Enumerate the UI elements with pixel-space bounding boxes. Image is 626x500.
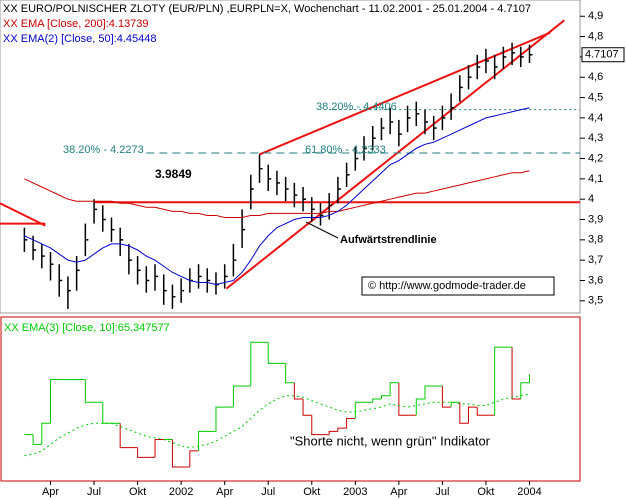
x-tick-label: Apr bbox=[390, 486, 407, 498]
indicator-step bbox=[511, 347, 521, 400]
indicator-step bbox=[198, 430, 208, 451]
trend-line bbox=[0, 202, 46, 227]
y-tick-label: 4,4 bbox=[588, 112, 603, 124]
annotation: Aufwärtstrendlinie bbox=[340, 234, 437, 246]
y-tick-label: 4,9 bbox=[588, 10, 603, 22]
indicator-step bbox=[346, 417, 356, 429]
annotation-arrow bbox=[305, 221, 339, 239]
indicator-step bbox=[293, 382, 304, 400]
y-tick-label: 3,9 bbox=[588, 213, 603, 225]
y-tick-label: 3,5 bbox=[588, 295, 603, 307]
annotation: 3.9849 bbox=[155, 167, 192, 181]
y-tick-label: 3,8 bbox=[588, 234, 603, 246]
x-tick-label: 2004 bbox=[517, 486, 541, 498]
x-tick-label: Apr bbox=[42, 486, 59, 498]
indicator-step bbox=[50, 379, 60, 424]
indicator-step bbox=[302, 399, 312, 416]
indicator-step bbox=[189, 450, 199, 468]
last-price-box bbox=[581, 47, 625, 63]
indicator-step bbox=[250, 341, 260, 387]
y-tick-label: 4,1 bbox=[588, 173, 603, 185]
indicator-title: "Shorte nicht, wenn grün" Indikator bbox=[290, 433, 491, 448]
x-tick-label: 2002 bbox=[169, 486, 193, 498]
indicator-step bbox=[520, 382, 530, 399]
indicator-step bbox=[354, 401, 365, 419]
indicator-step bbox=[415, 398, 425, 416]
legend-entry: XX EMA(3) [Close, 10]:65.347577 bbox=[4, 322, 170, 334]
indicator-step bbox=[267, 342, 277, 364]
x-tick-label: Jul bbox=[87, 486, 101, 498]
price-panel bbox=[0, 0, 581, 314]
indicator-step bbox=[232, 385, 243, 408]
indicator-step bbox=[119, 423, 129, 449]
indicator-step bbox=[459, 402, 469, 424]
x-tick-label: Jul bbox=[435, 486, 449, 498]
indicator-step bbox=[154, 439, 164, 458]
indicator-step bbox=[215, 406, 225, 432]
annotation: © http://www.godmode-trader.de bbox=[368, 280, 526, 292]
x-tick-label: Apr bbox=[216, 486, 233, 498]
ema-line bbox=[24, 107, 530, 286]
copyright-box bbox=[361, 276, 555, 296]
indicator-step bbox=[441, 386, 452, 408]
x-tick-label: Okt bbox=[303, 486, 320, 498]
indicator-step bbox=[476, 407, 486, 416]
trend-line bbox=[259, 31, 551, 156]
y-tick-label: 4,6 bbox=[588, 71, 603, 83]
indicator-step bbox=[32, 434, 42, 445]
y-tick-label: 4,8 bbox=[588, 30, 603, 42]
x-tick-label: Jul bbox=[261, 486, 275, 498]
indicator-step bbox=[311, 415, 321, 436]
annotation: 38.20% - 4.2273 bbox=[63, 144, 144, 156]
y-tick-label: 4,5 bbox=[588, 91, 603, 103]
y-tick-label: 4,3 bbox=[588, 132, 603, 144]
indicator-step bbox=[389, 382, 399, 396]
indicator-step bbox=[494, 346, 504, 416]
indicator-step bbox=[424, 385, 434, 399]
legend-entry: XX EMA [Close, 200]:4.13739 bbox=[3, 18, 149, 30]
indicator-step bbox=[171, 439, 182, 468]
x-tick-label: Okt bbox=[477, 486, 494, 498]
y-tick-label: 3,6 bbox=[588, 274, 603, 286]
ema-line bbox=[24, 170, 530, 218]
indicator-step bbox=[137, 447, 147, 458]
indicator-step bbox=[398, 382, 408, 416]
indicator-panel bbox=[0, 316, 581, 482]
indicator-step bbox=[41, 422, 51, 445]
legend-entry: XX EMA(2) [Close, 50]:4.45448 bbox=[3, 33, 156, 45]
y-tick-label: 4 bbox=[588, 193, 594, 205]
indicator-step bbox=[328, 430, 338, 435]
x-tick-label: Okt bbox=[129, 486, 146, 498]
indicator-step bbox=[285, 363, 295, 384]
legend-entry: XX EURO/POLNISCHER ZLOTY (EUR/PLN) ,EURP… bbox=[3, 3, 531, 15]
x-tick-label: 2003 bbox=[343, 486, 367, 498]
y-tick-label: 3,7 bbox=[588, 254, 603, 266]
indicator-step bbox=[468, 406, 478, 424]
last-price-label: 4.7107 bbox=[585, 49, 619, 61]
annotation: 61.80% - 4.2333 bbox=[305, 144, 386, 156]
annotation: 38.20% - 4.4406 bbox=[316, 101, 397, 113]
indicator-step bbox=[450, 401, 460, 408]
trend-line bbox=[225, 19, 565, 290]
indicator-step bbox=[380, 395, 391, 399]
indicator-step bbox=[372, 398, 382, 403]
indicator-step bbox=[84, 379, 95, 403]
indicator-step bbox=[337, 427, 347, 432]
y-tick-label: 4,2 bbox=[588, 152, 603, 164]
